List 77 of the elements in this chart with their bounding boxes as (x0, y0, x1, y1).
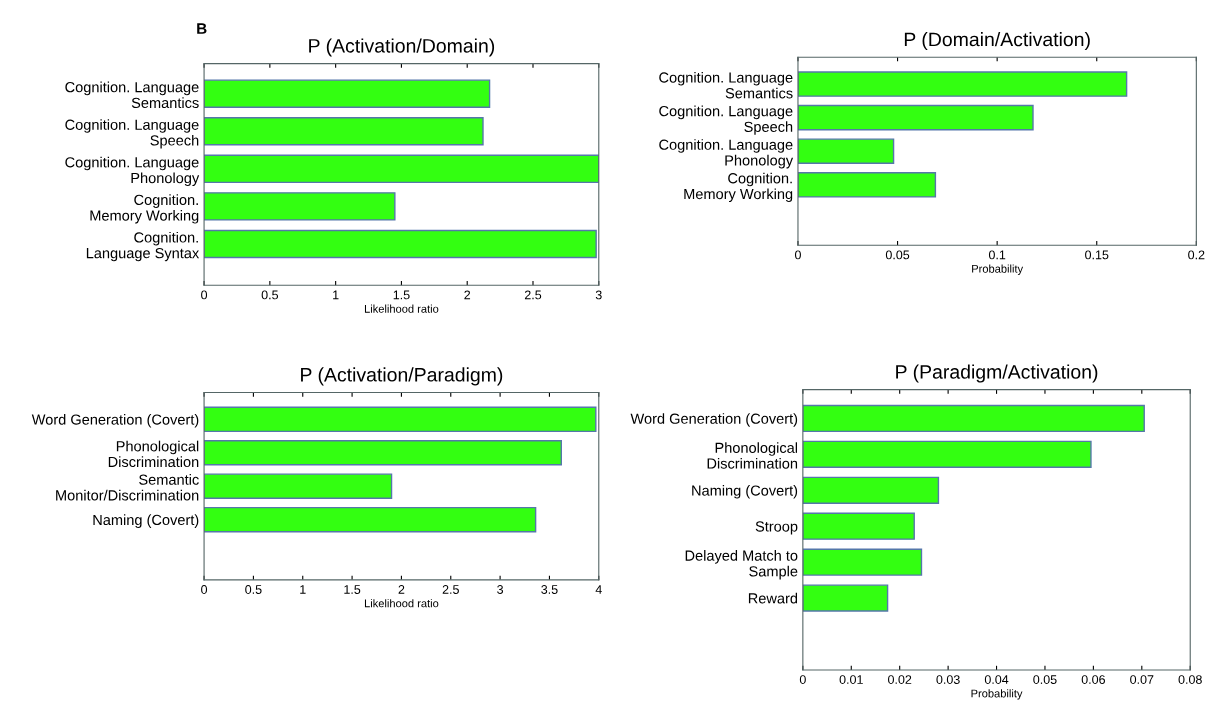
x-tick-label: 0.1 (988, 250, 1006, 260)
x-tick-label: 0.06 (1081, 675, 1105, 684)
x-tick-label: 0.2 (1188, 250, 1205, 260)
chart-title: P (Activation/Paradigm) (301, 367, 503, 386)
y-tick-label: Semantic Monitor/Discrimination (56, 474, 199, 501)
x-tick-label: 3 (497, 585, 504, 594)
x-tick-label: 0.05 (1033, 675, 1057, 684)
x-tick-label: 0.5 (261, 290, 279, 300)
x-tick-label: 0.01 (839, 675, 863, 684)
bar (797, 104, 1034, 131)
y-tick-label: Word Generation (Covert) (630, 413, 798, 427)
y-tick-label: Cognition. Language Syntax (86, 231, 200, 262)
bar (802, 512, 915, 540)
y-tick-label: Cognition. Language Phonology (65, 156, 200, 187)
x-tick-label: 0 (201, 585, 208, 594)
x-tick-label: 0.07 (1130, 675, 1154, 684)
x-axis-title: Likelihood ratio (364, 599, 439, 608)
x-tick-label: 0 (201, 290, 208, 300)
bar (204, 117, 484, 146)
y-tick-label: Cognition. Language Semantics (659, 71, 793, 99)
y-tick-label: Word Generation (Covert) (31, 414, 199, 428)
x-tick-label: 0.02 (888, 675, 912, 684)
y-tick-label: Phonological Discrimination (108, 440, 199, 468)
x-tick-label: 0.08 (1178, 675, 1202, 684)
y-tick-label: Delayed Match to Sample (685, 550, 798, 580)
bar (802, 476, 940, 504)
bar (204, 192, 396, 221)
bar (802, 548, 923, 576)
bar (204, 79, 491, 108)
y-tick-label: Cognition. Memory Working (684, 172, 793, 203)
bar (204, 229, 597, 259)
bar (204, 440, 562, 466)
chart-title: P (Paradigm/Activation) (896, 364, 1098, 383)
x-axis-title: Probability (971, 689, 1023, 700)
x-tick-label: 2.5 (524, 290, 542, 300)
y-tick-label: Cognition. Language Phonology (659, 139, 794, 169)
x-tick-label: 3 (595, 290, 602, 300)
bar (797, 172, 937, 198)
bar (797, 138, 895, 165)
x-tick-label: 0 (799, 675, 806, 684)
bar (802, 584, 889, 612)
y-tick-label: Naming (Covert) (692, 485, 798, 499)
x-tick-label: 1 (300, 585, 306, 594)
bar (204, 406, 597, 433)
x-tick-label: 4 (595, 585, 602, 594)
y-tick-label: Naming (Covert) (93, 514, 199, 528)
y-tick-label: Reward (748, 592, 798, 604)
x-tick-label: 0.5 (245, 585, 262, 594)
y-tick-label: Cognition. Memory Working (90, 194, 199, 224)
x-tick-label: 1 (333, 290, 339, 300)
x-tick-label: 0.05 (885, 250, 910, 260)
x-tick-label: 1.5 (393, 290, 410, 300)
x-tick-label: 0 (794, 250, 801, 260)
bar (802, 404, 1145, 433)
y-tick-label: Cognition. Language Semantics (65, 81, 199, 109)
text: B (197, 23, 207, 34)
x-tick-label: 2 (464, 290, 471, 300)
x-axis-title: Probability (972, 264, 1024, 275)
x-tick-label: 2 (398, 585, 405, 594)
x-tick-label: 2.5 (442, 585, 459, 594)
y-tick-label: Phonological Discrimination (707, 442, 798, 469)
bar (204, 154, 599, 184)
bar (797, 71, 1128, 97)
x-tick-label: 1.5 (344, 585, 361, 594)
chart-title: P (Domain/Activation) (904, 32, 1090, 51)
x-tick-label: 0.15 (1085, 250, 1109, 260)
y-tick-label: Cognition. Language Speech (65, 119, 199, 149)
y-tick-label: Cognition. Language Speech (659, 105, 793, 135)
bar (802, 440, 1092, 468)
bar (204, 506, 537, 533)
bar (204, 473, 393, 499)
chart-title: P (Activation/Domain) (309, 38, 495, 57)
y-tick-label: Stroop (755, 521, 798, 535)
x-tick-label: 3.5 (541, 585, 558, 594)
x-tick-label: 0.03 (936, 675, 960, 684)
x-tick-label: 0.04 (984, 675, 1009, 684)
x-axis-title: Likelihood ratio (364, 304, 439, 313)
